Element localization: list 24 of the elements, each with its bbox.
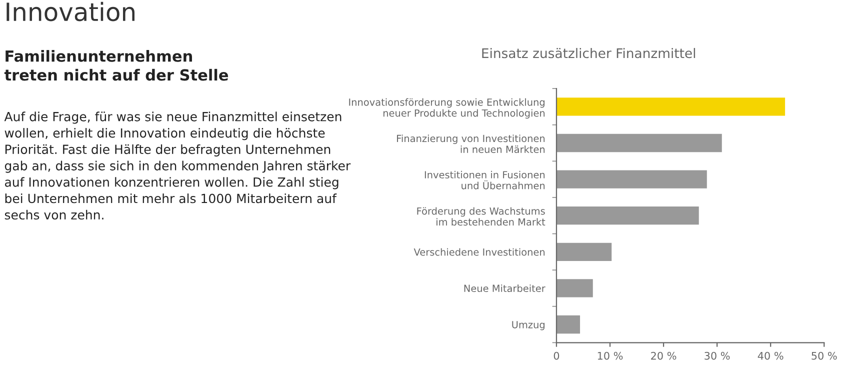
x-tick-label: 10 % <box>598 352 623 360</box>
bar <box>556 98 786 116</box>
bar <box>556 170 707 188</box>
bar <box>556 279 593 298</box>
y-tick-label: Investitionen in Fusionen und Übernahmen <box>424 170 545 190</box>
chart-title: Einsatz zusätzlicher Finanzmittel <box>482 48 696 58</box>
y-tick-label: Finanzierung von Investitionen in neuen Märkten <box>397 134 545 154</box>
y-tick-label: Verschiedene Investitionen <box>414 248 545 256</box>
bar <box>556 242 612 261</box>
x-tick-label: 20 % <box>651 352 676 360</box>
bar <box>556 134 722 152</box>
x-tick-label: 0 <box>554 352 560 360</box>
y-tick-label: Förderung des Wachstums im bestehenden Markt <box>417 207 546 226</box>
y-tick-label: Umzug <box>512 321 544 330</box>
x-tick-label: 40 % <box>758 352 784 360</box>
x-tick-label: 50 % <box>812 352 837 360</box>
text: Auf die Frage, für was sie neue Finanzmittel einsetzen wollen, erhielt die Innovation eindeutig die höchste Priorität. Fast die Hälfte der befragten Unternehmen gab an, dass sie sich in den kommenden Jahren stärker auf Innovationen konzentrieren wollen. Die Zahl stieg bei Unternehmen mit mehr als 1000 Mitarbeitern auf sechs von zehn. <box>4 112 351 220</box>
bar <box>556 206 699 225</box>
text: Familienunternehmen treten nicht auf der Stelle <box>4 50 228 81</box>
y-tick-label: Neue Mitarbeiter <box>464 284 546 292</box>
bar <box>556 315 580 334</box>
text: Innovation <box>6 2 134 22</box>
x-tick-label: 30 % <box>704 352 730 360</box>
y-tick-label: Innovationsförderung sowie Entwicklung neuer Produkte und Technologien <box>349 98 545 119</box>
